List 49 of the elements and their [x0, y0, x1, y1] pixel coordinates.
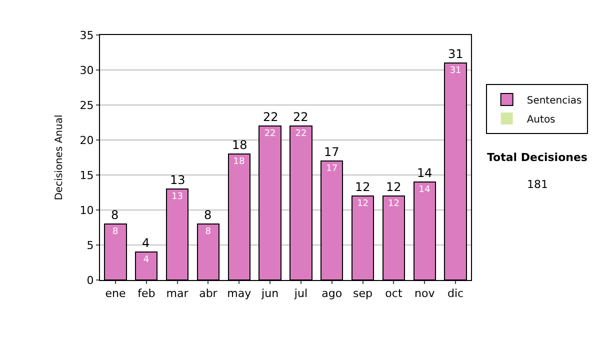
total-label: 13	[170, 173, 186, 187]
data-label: 22	[264, 129, 276, 139]
x-tick-label: ene	[105, 287, 126, 300]
y-tick-label: 25	[80, 98, 94, 112]
data-label: 12	[357, 199, 369, 209]
data-label: 4	[143, 255, 150, 265]
text: Total Decisiones	[487, 151, 588, 164]
x-tick-label: oct	[385, 287, 403, 300]
data-label: 31	[450, 66, 462, 76]
text: 181	[527, 178, 548, 191]
data-label: 17	[326, 164, 338, 174]
x-tick-label: nov	[414, 287, 436, 300]
legend-label: Sentencias	[526, 95, 582, 106]
y-tick-label: 5	[86, 238, 94, 252]
y-tick-label: 35	[80, 28, 94, 42]
x-tick-label: jul	[293, 287, 308, 300]
x-tick-label: mar	[166, 287, 189, 300]
x-tick-label: may	[227, 287, 252, 300]
y-tick-label: 0	[86, 274, 94, 287]
y-axis-title: Decisiones Anual	[54, 114, 65, 200]
data-label: 22	[295, 129, 307, 139]
legend-label: Autos	[526, 114, 556, 126]
data-label: 8	[112, 227, 118, 237]
total-label: 22	[293, 110, 308, 124]
x-tick-label: ago	[322, 287, 342, 300]
total-label: 12	[386, 180, 402, 194]
x-tick-label: jun	[260, 287, 279, 300]
y-tick-label: 30	[80, 64, 94, 77]
y-tick-label: 15	[80, 168, 94, 182]
total-label: 12	[355, 180, 370, 194]
x-tick-label: abr	[199, 287, 218, 300]
total-label: 31	[448, 47, 464, 61]
total-label: 14	[417, 166, 432, 180]
data-label: 12	[388, 199, 400, 209]
total-label: 8	[111, 208, 119, 222]
total-label: 17	[324, 145, 340, 159]
data-label: 8	[205, 227, 212, 237]
data-label: 14	[418, 185, 430, 195]
data-label: 18	[233, 157, 245, 167]
y-tick-label: 20	[80, 134, 94, 147]
x-tick-label: dic	[447, 287, 464, 300]
total-label: 18	[232, 138, 248, 152]
total-label: 22	[263, 110, 278, 124]
total-label: 8	[204, 208, 212, 222]
x-tick-label: sep	[353, 287, 373, 300]
x-tick-label: feb	[138, 287, 156, 300]
total-label: 4	[142, 236, 150, 250]
data-label: 13	[172, 192, 184, 202]
y-tick-label: 10	[80, 204, 94, 217]
